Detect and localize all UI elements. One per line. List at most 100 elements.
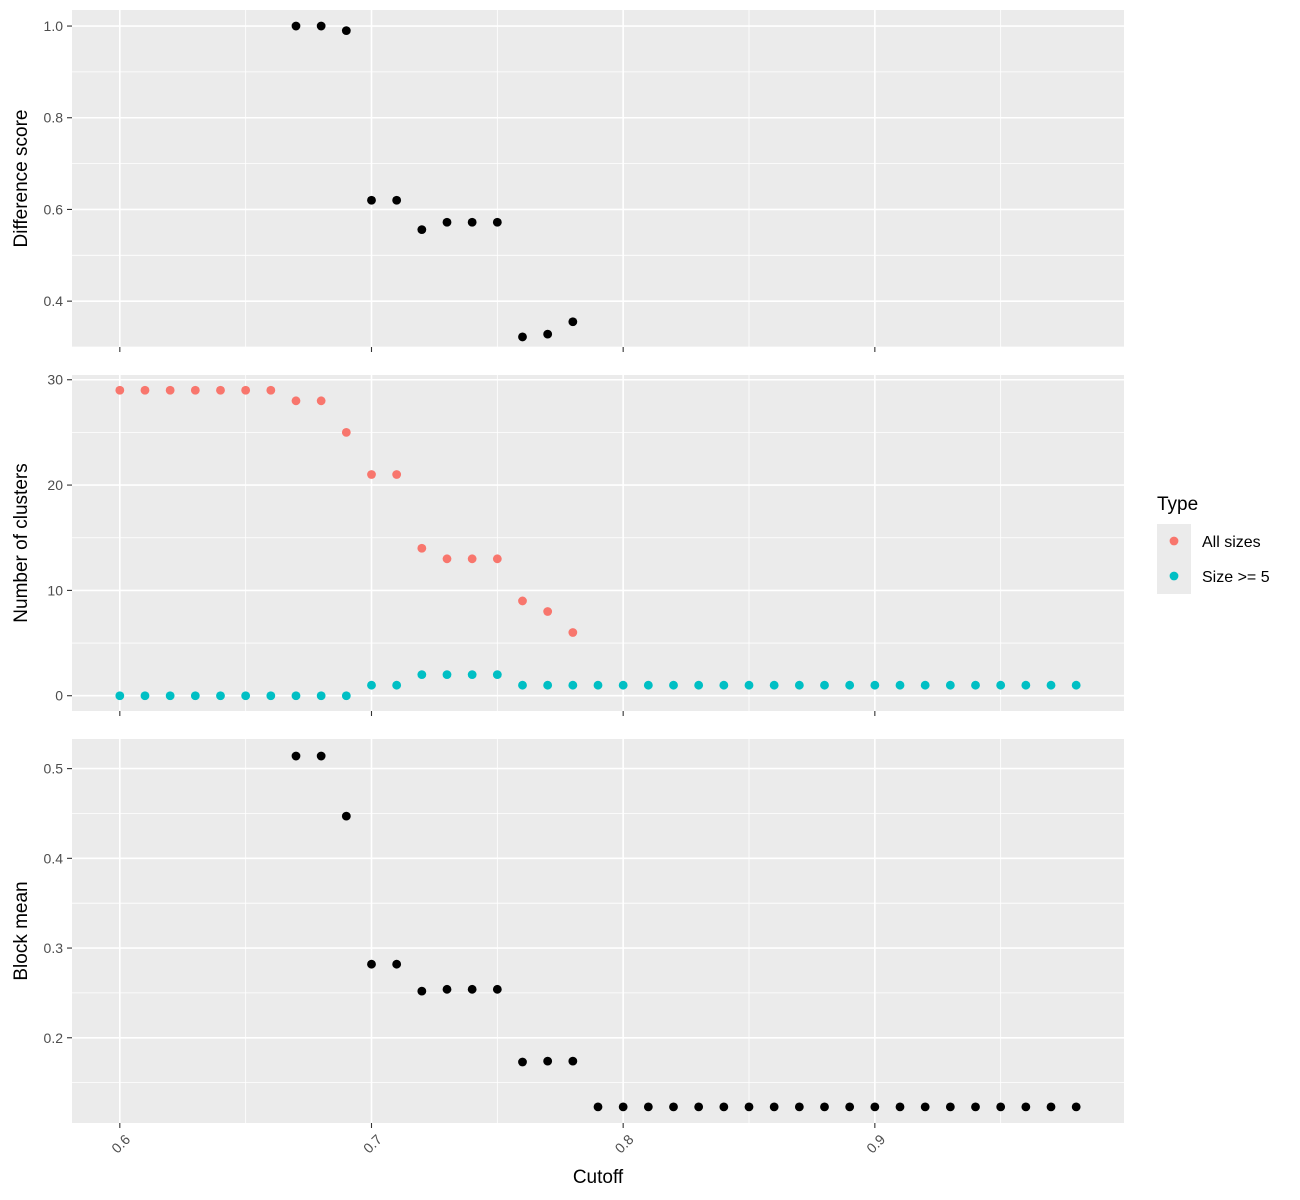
point-block-mean bbox=[1021, 1102, 1031, 1112]
point-size-5 bbox=[316, 691, 326, 701]
point-all-sizes bbox=[568, 628, 578, 637]
point-size-5 bbox=[392, 680, 402, 690]
point-difference-score bbox=[543, 329, 553, 339]
point-size-5 bbox=[870, 680, 880, 690]
point-size-5 bbox=[543, 680, 553, 690]
point-all-sizes bbox=[518, 596, 527, 606]
point-size-5 bbox=[367, 680, 376, 690]
point-difference-score bbox=[467, 217, 477, 227]
point-block-mean bbox=[417, 986, 427, 996]
point-difference-score bbox=[417, 225, 427, 235]
point-size-5 bbox=[1071, 680, 1081, 690]
point-all-sizes bbox=[216, 385, 225, 395]
legend-label-size-5: Size >= 5 bbox=[1202, 569, 1270, 586]
legend-key-size-5 bbox=[1169, 571, 1179, 581]
y-tick-label: 1.0 bbox=[44, 18, 64, 34]
point-size-5 bbox=[719, 680, 729, 690]
point-block-mean bbox=[719, 1102, 729, 1112]
point-size-5 bbox=[945, 680, 955, 690]
point-size-5 bbox=[895, 680, 905, 690]
point-all-sizes bbox=[266, 385, 276, 395]
point-size-5 bbox=[1046, 680, 1056, 690]
point-size-5 bbox=[769, 680, 779, 690]
point-block-mean bbox=[392, 959, 402, 969]
point-size-5 bbox=[820, 680, 829, 690]
point-block-mean bbox=[1071, 1102, 1081, 1112]
point-size-5 bbox=[694, 680, 704, 690]
point-block-mean bbox=[492, 984, 502, 994]
point-block-mean bbox=[669, 1102, 678, 1112]
point-size-5 bbox=[996, 680, 1006, 690]
y-tick-label: 30 bbox=[47, 372, 63, 388]
point-size-5 bbox=[971, 680, 980, 690]
panel-background bbox=[72, 10, 1124, 347]
point-block-mean bbox=[945, 1102, 955, 1112]
point-difference-score bbox=[518, 332, 527, 342]
legend-title: Type bbox=[1157, 494, 1198, 515]
point-all-sizes bbox=[190, 385, 200, 395]
point-all-sizes bbox=[492, 554, 502, 564]
point-block-mean bbox=[920, 1102, 930, 1112]
point-all-sizes bbox=[115, 385, 125, 395]
point-size-5 bbox=[618, 680, 628, 690]
point-all-sizes bbox=[442, 554, 452, 564]
point-all-sizes bbox=[392, 470, 402, 479]
point-block-mean bbox=[996, 1102, 1006, 1112]
point-block-mean bbox=[971, 1102, 980, 1112]
point-block-mean bbox=[845, 1102, 855, 1112]
y-axis-title: Number of clusters bbox=[11, 463, 32, 622]
point-size-5 bbox=[216, 691, 225, 701]
point-size-5 bbox=[744, 680, 754, 690]
point-difference-score bbox=[367, 195, 376, 205]
y-tick-label: 0 bbox=[55, 688, 63, 704]
point-size-5 bbox=[442, 670, 452, 680]
y-tick-label: 0.6 bbox=[44, 201, 64, 217]
point-block-mean bbox=[518, 1057, 527, 1067]
point-size-5 bbox=[518, 680, 527, 690]
panel-background bbox=[72, 739, 1124, 1123]
y-axis-title: Difference score bbox=[11, 110, 32, 248]
point-block-mean bbox=[1046, 1102, 1056, 1112]
point-block-mean bbox=[794, 1102, 804, 1112]
point-size-5 bbox=[266, 691, 276, 701]
legend-label-all-sizes: All sizes bbox=[1202, 534, 1261, 551]
point-all-sizes bbox=[467, 554, 477, 564]
y-tick-label: 0.2 bbox=[44, 1030, 64, 1046]
point-size-5 bbox=[920, 680, 930, 690]
point-size-5 bbox=[845, 680, 855, 690]
point-block-mean bbox=[870, 1102, 880, 1112]
point-block-mean bbox=[895, 1102, 905, 1112]
point-size-5 bbox=[140, 691, 150, 701]
point-size-5 bbox=[291, 691, 301, 701]
point-all-sizes bbox=[417, 543, 427, 553]
point-size-5 bbox=[568, 680, 578, 690]
point-block-mean bbox=[694, 1102, 704, 1112]
point-block-mean bbox=[593, 1102, 603, 1112]
point-size-5 bbox=[1021, 680, 1031, 690]
point-all-sizes bbox=[241, 385, 251, 395]
point-size-5 bbox=[417, 670, 427, 680]
point-difference-score bbox=[341, 26, 351, 36]
y-tick-label: 0.8 bbox=[44, 110, 64, 126]
panel-number-of-clusters: 0 10 20 30 Number of clusters bbox=[11, 372, 1124, 716]
point-all-sizes bbox=[341, 428, 351, 437]
y-tick-label: 10 bbox=[47, 582, 63, 598]
point-size-5 bbox=[467, 670, 477, 680]
point-block-mean bbox=[291, 751, 301, 761]
point-block-mean bbox=[367, 959, 376, 969]
point-block-mean bbox=[442, 984, 452, 994]
point-difference-score bbox=[291, 21, 301, 31]
point-size-5 bbox=[190, 691, 200, 701]
panel-block-mean: 0.2 0.3 0.4 0.5 Block mean bbox=[11, 739, 1124, 1128]
point-block-mean bbox=[618, 1102, 628, 1112]
point-size-5 bbox=[593, 680, 603, 690]
point-size-5 bbox=[241, 691, 251, 701]
point-size-5 bbox=[643, 680, 653, 690]
y-tick-label: 0.4 bbox=[44, 850, 64, 866]
point-block-mean bbox=[341, 811, 351, 821]
point-size-5 bbox=[669, 680, 678, 690]
x-axis-title: Cutoff bbox=[573, 1167, 624, 1188]
point-block-mean bbox=[769, 1102, 779, 1112]
point-block-mean bbox=[467, 984, 477, 994]
